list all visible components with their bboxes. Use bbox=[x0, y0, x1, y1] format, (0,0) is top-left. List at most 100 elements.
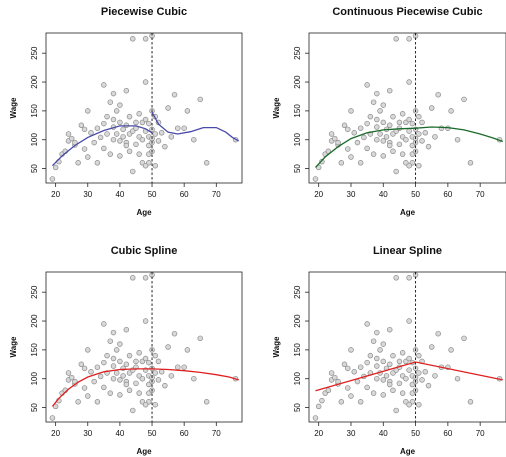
data-point bbox=[142, 401, 149, 408]
y-tick-label: 50 bbox=[30, 164, 39, 173]
data-point bbox=[110, 329, 117, 336]
data-point bbox=[370, 338, 377, 344]
data-point bbox=[117, 119, 123, 126]
data-point bbox=[454, 136, 461, 143]
data-point bbox=[165, 344, 171, 350]
data-point bbox=[348, 393, 354, 399]
data-point bbox=[117, 392, 123, 398]
data-point bbox=[113, 108, 120, 114]
data-point bbox=[117, 102, 123, 108]
panel-title: Continuous Piecewise Cubic bbox=[332, 6, 482, 18]
data-point bbox=[390, 352, 396, 359]
fit-curve bbox=[151, 111, 240, 142]
data-point bbox=[354, 378, 361, 385]
data-point bbox=[393, 275, 399, 281]
data-point bbox=[152, 131, 158, 137]
y-tick-label: 100 bbox=[30, 133, 39, 147]
data-point bbox=[146, 359, 152, 366]
data-point bbox=[428, 105, 435, 111]
y-tick-label: 150 bbox=[293, 104, 302, 118]
data-point bbox=[432, 134, 438, 140]
data-point bbox=[126, 148, 133, 155]
data-point bbox=[117, 153, 123, 159]
data-point bbox=[332, 374, 338, 381]
data-point bbox=[390, 387, 396, 394]
data-point bbox=[104, 352, 110, 359]
plot-frame bbox=[308, 271, 506, 423]
data-point bbox=[380, 119, 387, 126]
data-point bbox=[374, 329, 380, 336]
data-point bbox=[422, 130, 429, 136]
data-point bbox=[97, 134, 104, 141]
y-tick-label: 200 bbox=[30, 75, 39, 89]
data-point bbox=[425, 382, 432, 389]
data-point bbox=[364, 82, 370, 88]
data-point bbox=[406, 318, 412, 324]
data-point bbox=[416, 352, 422, 359]
plot-frame bbox=[308, 32, 506, 184]
y-tick-label: 50 bbox=[293, 164, 302, 173]
panel-title: Cubic Spline bbox=[111, 245, 178, 257]
data-point bbox=[123, 142, 130, 149]
data-point bbox=[380, 341, 387, 347]
data-point bbox=[416, 370, 422, 376]
data-point bbox=[94, 364, 101, 370]
data-point bbox=[357, 125, 364, 131]
data-point bbox=[110, 363, 117, 369]
data-point bbox=[65, 370, 72, 376]
data-point bbox=[152, 352, 158, 359]
plot-frame bbox=[45, 32, 243, 184]
fit-curve bbox=[315, 361, 503, 392]
scatter-points bbox=[49, 33, 239, 182]
data-point bbox=[328, 131, 335, 137]
data-point bbox=[94, 160, 101, 166]
y-tick-label: 50 bbox=[30, 403, 39, 412]
data-point bbox=[325, 387, 332, 394]
data-point bbox=[380, 358, 387, 365]
x-tick-label: 50 bbox=[411, 429, 420, 438]
data-point bbox=[101, 145, 107, 152]
data-point bbox=[367, 113, 374, 120]
data-point bbox=[139, 375, 146, 382]
data-point bbox=[357, 364, 364, 370]
data-point bbox=[361, 134, 367, 141]
data-point bbox=[345, 365, 351, 372]
data-point bbox=[81, 146, 88, 152]
data-point bbox=[351, 369, 357, 375]
data-point bbox=[130, 36, 136, 42]
data-point bbox=[171, 330, 178, 337]
data-point bbox=[110, 375, 117, 382]
data-point bbox=[168, 373, 175, 379]
data-point bbox=[130, 275, 136, 281]
data-point bbox=[97, 373, 104, 380]
data-point bbox=[393, 407, 399, 414]
data-point bbox=[91, 139, 97, 146]
data-point bbox=[110, 136, 117, 143]
data-point bbox=[142, 355, 149, 362]
y-tick-label: 250 bbox=[293, 46, 302, 60]
data-point bbox=[113, 370, 120, 376]
data-point bbox=[123, 381, 130, 388]
data-point bbox=[374, 90, 380, 97]
data-point bbox=[126, 387, 133, 394]
x-axis-title: Age bbox=[136, 447, 152, 456]
data-point bbox=[348, 108, 354, 114]
data-point bbox=[461, 96, 467, 103]
data-point bbox=[75, 399, 81, 405]
x-tick-label: 70 bbox=[212, 190, 221, 199]
data-point bbox=[49, 415, 56, 421]
data-point bbox=[364, 145, 370, 152]
data-point bbox=[364, 359, 370, 366]
panel-4: Linear Spline 20 30 40 50 60 70 50 100 150 200 250 A… bbox=[272, 245, 506, 456]
data-point bbox=[377, 108, 383, 114]
x-tick-label: 50 bbox=[148, 190, 157, 199]
data-point bbox=[419, 377, 425, 383]
data-point bbox=[328, 370, 335, 376]
x-tick-label: 60 bbox=[180, 190, 189, 199]
data-point bbox=[403, 136, 409, 143]
data-point bbox=[393, 36, 399, 42]
x-tick-label: 40 bbox=[115, 190, 124, 199]
data-point bbox=[399, 111, 406, 117]
data-point bbox=[110, 355, 117, 362]
